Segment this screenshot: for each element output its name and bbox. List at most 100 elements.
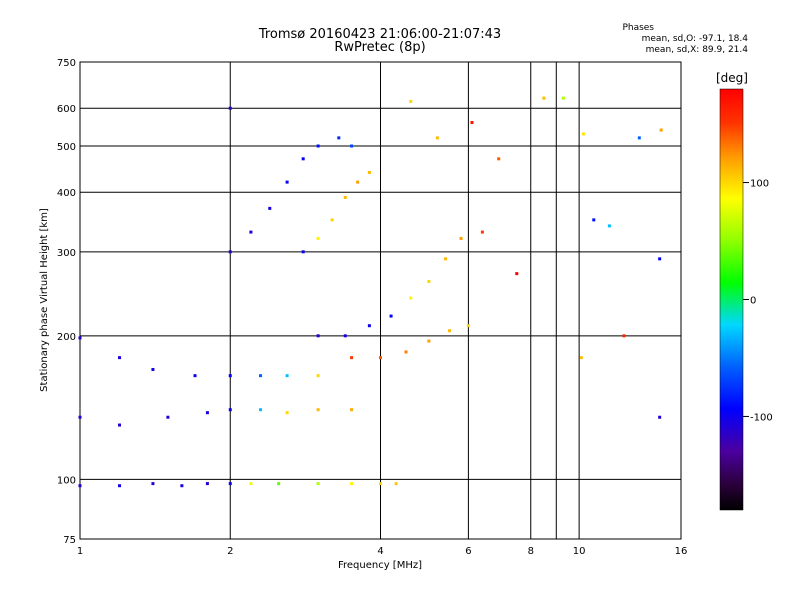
trace-5-point — [444, 257, 448, 261]
tick-labels: 1 2 4 6 8 10 16 75 100 200 300 400 500 600 750 — [57, 58, 687, 557]
colorbar-tick-label: -100 — [750, 412, 773, 423]
scatter-point — [659, 128, 663, 132]
trace-2-point — [285, 374, 289, 378]
trace-5-point — [427, 279, 431, 283]
trace-3-point — [337, 136, 341, 140]
trace-0-point — [350, 482, 354, 486]
trace-6-point — [350, 356, 354, 360]
trace-1-point — [118, 423, 122, 427]
trace-5-point — [409, 296, 413, 300]
trace-6-point — [404, 350, 408, 354]
y-tick-label: 500 — [57, 142, 76, 153]
trace-0-point — [249, 482, 253, 486]
stats-title: Phases — [622, 23, 654, 33]
trace-1-point — [166, 415, 170, 419]
trace-6-point — [379, 356, 382, 360]
trace-0-point — [228, 482, 232, 486]
trace-6-point — [427, 339, 431, 343]
chart-title: Tromsø 20160423 21:06:00-21:07:43 — [258, 27, 502, 42]
trace-6-point — [466, 324, 470, 328]
colorbar-tick-label: 100 — [750, 179, 769, 190]
scatter-point — [658, 257, 662, 261]
trace-2-point — [193, 374, 197, 378]
x-tick-label: 10 — [573, 546, 586, 557]
trace-3-point — [301, 157, 305, 161]
scatter-point — [228, 106, 232, 110]
trace-1-point — [205, 411, 209, 415]
y-tick-label: 75 — [63, 535, 76, 546]
scatter-point — [435, 136, 439, 140]
scatter-point — [607, 224, 611, 228]
trace-0-point — [151, 482, 155, 486]
stats-o-phase: mean, sd,O: -97.1, 18.4 — [641, 34, 748, 44]
scatter-point — [480, 230, 484, 234]
trace-5-point — [343, 334, 347, 338]
scatter-point — [579, 356, 583, 360]
trace-0-point — [394, 482, 398, 486]
trace-3-point — [268, 206, 272, 210]
trace-1-point — [78, 415, 82, 419]
trace-4-point — [301, 250, 305, 254]
scatter-point — [409, 99, 413, 103]
x-tick-label: 1 — [77, 546, 83, 557]
trace-3-point — [316, 144, 320, 148]
scatter-point — [542, 96, 546, 100]
x-axis-label: Frequency [MHz] — [338, 560, 422, 571]
trace-2-point — [228, 374, 232, 378]
trace-4-point — [367, 170, 371, 174]
scatter-point — [470, 121, 474, 125]
trace-2-point — [118, 356, 122, 360]
y-tick-label: 750 — [57, 58, 76, 69]
trace-0-point — [118, 484, 122, 488]
trace-4-point — [316, 236, 320, 240]
trace-3-point — [350, 144, 354, 148]
scatter-point — [658, 415, 662, 419]
trace-1-point — [228, 408, 232, 412]
colorbar-ticks: 100 0 -100 — [743, 179, 773, 423]
trace-1-point — [285, 411, 289, 415]
trace-1-point — [316, 408, 320, 412]
colorbar-title: [deg] — [716, 71, 748, 85]
trace-0-point — [379, 482, 382, 486]
trace-0-point — [78, 484, 82, 488]
trace-6-point — [448, 329, 452, 333]
scatter-point — [637, 136, 641, 140]
trace-4-point — [330, 218, 334, 222]
scatter-point — [515, 272, 519, 276]
trace-2-point — [151, 367, 155, 371]
scatter-point — [561, 96, 565, 100]
colorbar — [719, 88, 744, 511]
scatter-point — [581, 132, 585, 136]
trace-0-point — [180, 484, 184, 488]
trace-2-point — [316, 374, 320, 378]
x-tick-label: 6 — [465, 546, 471, 557]
trace-2-point — [78, 336, 82, 340]
trace-2-point — [259, 374, 263, 378]
scatter-point — [592, 218, 596, 222]
trace-5-point — [459, 236, 463, 240]
trace-5-point — [389, 314, 393, 318]
trace-0-point — [277, 482, 281, 486]
trace-3-point — [228, 250, 232, 254]
y-tick-label: 600 — [57, 104, 76, 115]
y-tick-label: 100 — [57, 475, 76, 486]
colorbar-tick-label: 0 — [750, 296, 756, 307]
trace-0-point — [316, 482, 320, 486]
trace-5-point — [316, 334, 320, 338]
x-tick-label: 16 — [675, 546, 688, 557]
chart-subtitle: RwPretec (8p) — [334, 40, 426, 55]
x-tick-label: 8 — [528, 546, 534, 557]
trace-3-point — [285, 180, 289, 184]
trace-4-point — [356, 180, 360, 184]
x-tick-label: 2 — [227, 546, 233, 557]
y-axis-label: Stationary phase Virtual Height [km] — [39, 208, 50, 392]
data-points — [78, 96, 663, 488]
stats-x-phase: mean, sd,X: 89.9, 21.4 — [645, 45, 748, 55]
trace-0-point — [205, 482, 209, 486]
y-tick-label: 200 — [57, 332, 76, 343]
scatter-point — [497, 157, 501, 161]
grid — [80, 62, 681, 539]
x-tick-label: 4 — [377, 546, 383, 557]
trace-5-point — [367, 324, 371, 328]
